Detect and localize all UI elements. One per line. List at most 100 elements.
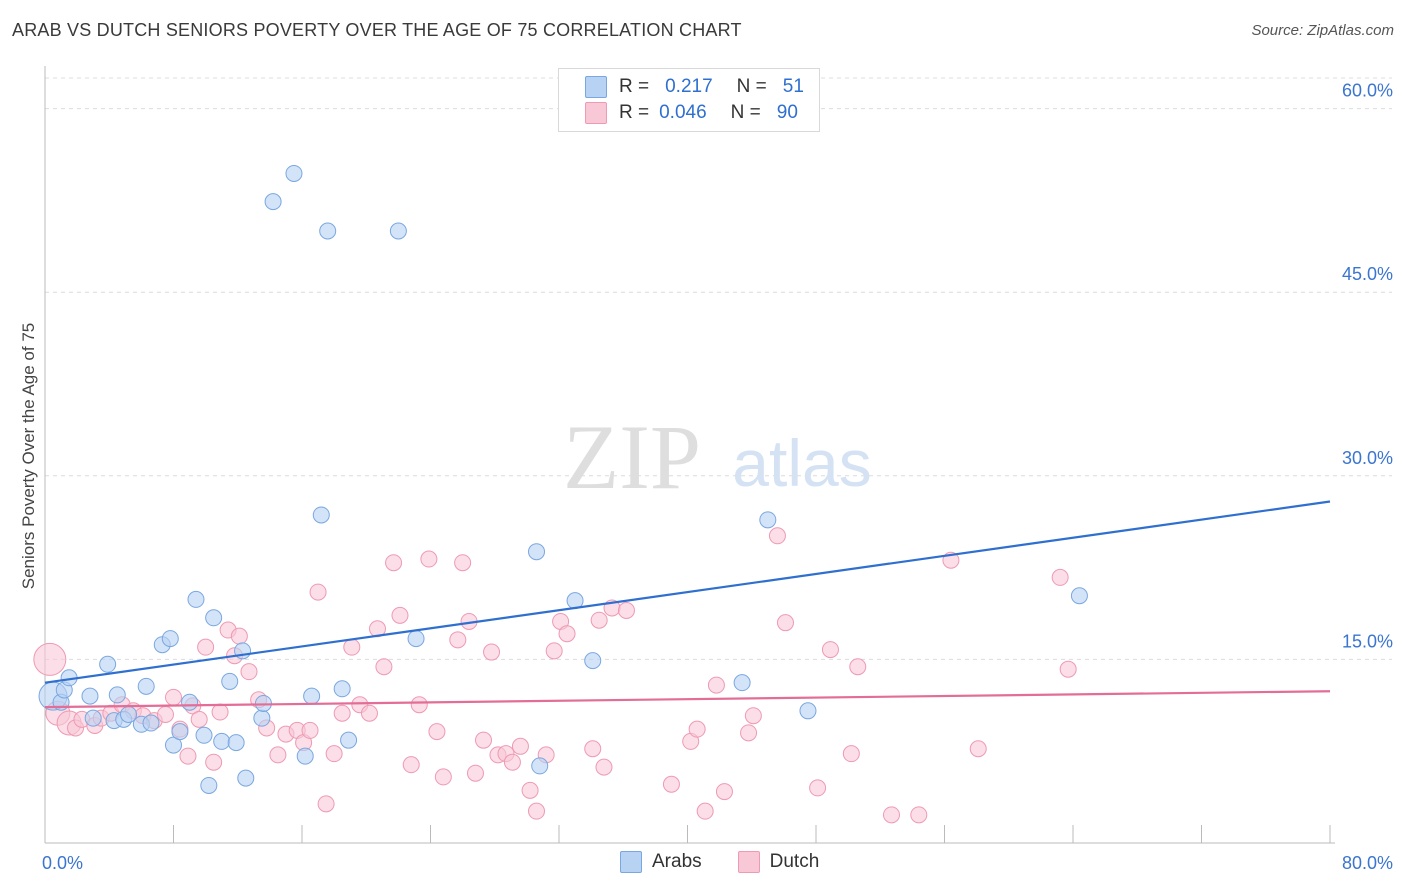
dutch-point: [434, 768, 452, 786]
arab-point: [264, 193, 282, 211]
dutch-point: [688, 720, 706, 738]
dutch-point: [545, 642, 563, 660]
dutch-point: [715, 783, 733, 801]
arab-point: [531, 757, 549, 775]
x-tick-label: 0.0%: [42, 853, 83, 873]
dutch-point: [375, 658, 393, 676]
arab-point: [81, 687, 99, 705]
tick-labels: 15.0% 30.0% 45.0% 60.0% 0.0% 80.0%: [42, 81, 1393, 873]
arab-point: [227, 734, 245, 752]
dutch-point: [521, 781, 539, 799]
dutch-point: [558, 625, 576, 643]
dutch-point: [590, 611, 608, 629]
dutch-point: [882, 806, 900, 824]
legend-item-dutch: Dutch: [737, 851, 820, 873]
correlation-legend: R = 0.217 N = 51 R = 0.046 N = 90: [558, 68, 820, 132]
dutch-point: [475, 731, 493, 749]
watermark-zip: ZIP: [563, 406, 701, 508]
arab-point: [333, 680, 351, 698]
arab-point: [733, 674, 751, 692]
r-value: 0.217: [665, 76, 713, 97]
y-tick-label: 60.0%: [1342, 81, 1393, 101]
dutch-point: [617, 601, 635, 619]
dutch-point: [428, 723, 446, 741]
legend-item-arabs: Arabs: [620, 851, 702, 873]
arab-point: [181, 693, 199, 711]
dutch-point: [910, 806, 928, 824]
dutch-point: [240, 663, 258, 681]
dutch-point: [454, 554, 472, 572]
dutch-point: [211, 703, 229, 721]
arab-point: [389, 222, 407, 240]
arab-point: [340, 731, 358, 749]
arab-point: [799, 702, 817, 720]
arab-point: [84, 709, 102, 727]
trendlines: [44, 500, 1331, 709]
dutch-point: [511, 737, 529, 755]
dutch-point: [849, 658, 867, 676]
axes: [44, 66, 1335, 844]
grid: [45, 77, 1392, 660]
legend-row-dutch: R = 0.046 N = 90: [585, 101, 798, 125]
y-axis-label: Seniors Poverty Over the Age of 75: [19, 323, 38, 589]
arabs-swatch: [620, 851, 642, 873]
arab-point: [108, 686, 126, 704]
arab-point: [221, 672, 239, 690]
arab-point: [528, 543, 546, 561]
arab-point: [303, 687, 321, 705]
arab-point: [253, 709, 271, 727]
dutch-point: [156, 705, 174, 723]
arab-point: [312, 506, 330, 524]
r-label: R =: [619, 76, 650, 97]
arab-point: [200, 776, 218, 794]
dutch-point: [466, 764, 484, 782]
n-value: 90: [776, 102, 798, 123]
legend-label-arabs: Arabs: [652, 851, 702, 872]
dutch-point: [809, 779, 827, 797]
legend-row-arabs: R = 0.217 N = 51: [585, 75, 804, 99]
arab-point: [171, 723, 189, 741]
y-tick-label: 45.0%: [1342, 264, 1393, 284]
arab-point: [1070, 587, 1088, 605]
dutch-point: [821, 641, 839, 659]
arab-point: [137, 677, 155, 695]
dutch-point: [402, 756, 420, 774]
dutch-point: [584, 740, 602, 758]
dutch-point: [969, 740, 987, 758]
chart-title: ARAB VS DUTCH SENIORS POVERTY OVER THE A…: [12, 20, 742, 40]
r-value: 0.046: [659, 102, 707, 123]
series-legend: Arabs Dutch: [620, 851, 855, 873]
dutch-point: [696, 802, 714, 820]
arab-point: [319, 222, 337, 240]
arab-point: [161, 630, 179, 648]
source-label: Source: ZipAtlas.com: [1251, 22, 1394, 39]
arab-point: [296, 747, 314, 765]
y-tick-label: 30.0%: [1342, 448, 1393, 468]
dutch-point: [420, 550, 438, 568]
dutch-point: [410, 696, 428, 714]
dutch-point: [449, 631, 467, 649]
dutch-point: [595, 758, 613, 776]
arab-point: [205, 609, 223, 627]
dutch-point: [301, 721, 319, 739]
dutch-point: [333, 704, 351, 722]
arab-point: [187, 590, 205, 608]
dutch-point: [230, 627, 248, 645]
dutch-point: [391, 606, 409, 624]
watermark-atlas: atlas: [732, 426, 871, 500]
dutch-point: [309, 583, 327, 601]
arab-point: [237, 769, 255, 787]
n-label: N =: [736, 76, 767, 97]
arab-points: [38, 164, 1088, 794]
dutch-point: [483, 643, 501, 661]
arab-point: [407, 630, 425, 648]
dutch-point: [662, 775, 680, 793]
arab-point: [142, 714, 160, 732]
legend-label-dutch: Dutch: [769, 851, 820, 872]
arab-point: [99, 655, 117, 673]
dutch-point: [842, 745, 860, 763]
dutch-point: [1051, 568, 1069, 586]
dutch-point: [768, 527, 786, 545]
dutch-point: [740, 724, 758, 742]
